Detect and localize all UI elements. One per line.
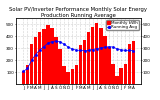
- Bar: [107, 47, 111, 84]
- Bar: [120, 68, 123, 84]
- Bar: [50, 28, 54, 84]
- Bar: [115, 76, 119, 84]
- Bar: [132, 41, 135, 84]
- Bar: [62, 66, 66, 84]
- Bar: [83, 40, 86, 84]
- Bar: [75, 65, 78, 84]
- Bar: [124, 64, 127, 84]
- Bar: [95, 23, 98, 84]
- Bar: [128, 44, 131, 84]
- Legend: Monthly kWh, Running Avg: Monthly kWh, Running Avg: [106, 20, 139, 30]
- Bar: [91, 27, 94, 84]
- Bar: [79, 45, 82, 84]
- Bar: [42, 29, 45, 84]
- Bar: [30, 44, 33, 84]
- Bar: [67, 72, 70, 84]
- Bar: [111, 64, 115, 84]
- Bar: [71, 69, 74, 84]
- Bar: [26, 65, 29, 84]
- Bar: [34, 37, 37, 84]
- Bar: [22, 71, 25, 84]
- Bar: [38, 32, 41, 84]
- Bar: [58, 49, 62, 84]
- Bar: [87, 32, 90, 84]
- Title: Solar PV/Inverter Performance Monthly Solar Energy Production Running Average: Solar PV/Inverter Performance Monthly So…: [9, 7, 147, 18]
- Bar: [46, 25, 50, 84]
- Bar: [103, 36, 107, 84]
- Bar: [99, 28, 103, 84]
- Bar: [54, 37, 58, 84]
